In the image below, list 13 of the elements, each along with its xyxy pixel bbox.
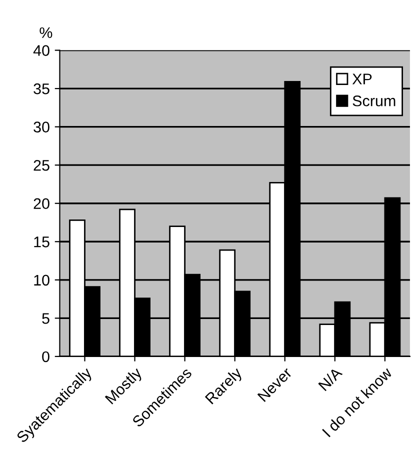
legend-label: XP [352, 74, 372, 84]
y-tick-label: 40 [33, 45, 50, 56]
x-tick-label: N/A [318, 366, 343, 392]
y-tick-label: 20 [34, 198, 50, 210]
y-tick-label: 35 [34, 83, 50, 94]
y-axis-title: % [40, 27, 52, 38]
y-tick-label: 0 [42, 351, 50, 362]
legend-label: Scrum [352, 95, 396, 106]
y-tick-label: 5 [42, 313, 50, 324]
y-tick-label: 25 [34, 160, 50, 171]
y-tick-label: 10 [34, 274, 50, 286]
y-tick-label: 15 [34, 236, 50, 248]
y-tick-label: 30 [34, 122, 50, 133]
